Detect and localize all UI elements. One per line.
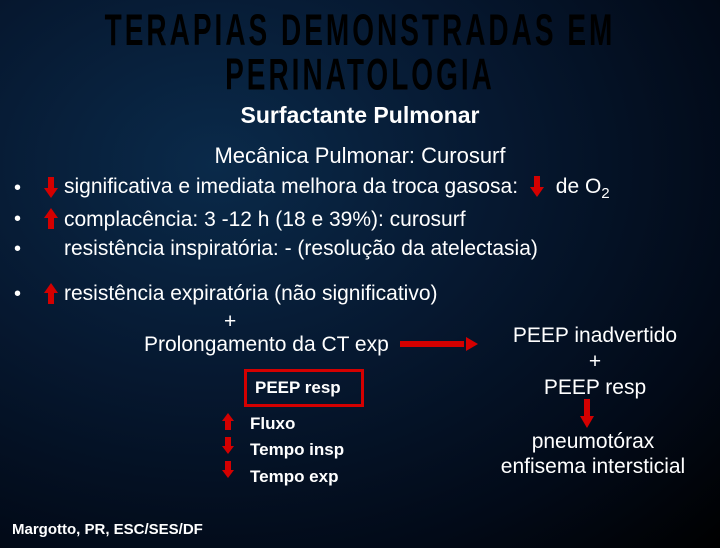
bullet-text: complacência: 3 -12 h (18 e 39%): curosu… [64,206,720,233]
bullet-item: • resistência expiratória (não significa… [14,280,720,307]
bullet-text: significativa e imediata melhora da troc… [64,173,720,204]
bullet-item: • resistência inspiratória: - (resolução… [14,235,720,262]
arrow-up-icon [38,283,64,305]
main-title: TERAPIAS DEMONSTRADAS EM PERINATOLOGIA [0,8,720,98]
bullet-item: • significativa e imediata melhora da tr… [14,173,720,204]
arrow-up-icon [38,208,64,230]
param-tempo-exp: Tempo exp [250,464,344,490]
bullet-dot: • [14,236,38,262]
arrow-down-icon [222,437,234,455]
section-heading: Mecânica Pulmonar: Curosurf [0,143,720,169]
bullet-text: resistência expiratória (não significati… [64,280,720,307]
peep-result-text: PEEP inadvertido + PEEP resp [490,323,700,402]
bullet-dot: • [14,175,38,201]
subtitle: Surfactante Pulmonar [0,102,720,129]
arrow-right-icon [400,337,478,351]
lower-diagram: PEEP inadvertido + PEEP resp pneumotórax… [0,363,720,523]
bullet-item: • complacência: 3 -12 h (18 e 39%): curo… [14,206,720,233]
footer-credit: Margotto, PR, ESC/SES/DF [12,521,203,538]
complication-text: pneumotórax enfisema intersticial [478,429,708,479]
arrow-down-icon [222,461,234,479]
parameter-list: Fluxo Tempo insp Tempo exp [250,411,344,490]
bullet-text: resistência inspiratória: - (resolução d… [64,235,720,262]
arrow-down-icon [38,177,64,199]
peep-resp-box: PEEP resp [244,369,364,407]
arrow-down-icon [530,176,544,198]
arrow-up-icon [222,413,234,431]
bullet-dot: • [14,206,38,232]
param-tempo-insp: Tempo insp [250,437,344,463]
bullet-dot: • [14,281,38,307]
param-fluxo: Fluxo [250,411,344,437]
arrow-down-icon [580,399,594,429]
